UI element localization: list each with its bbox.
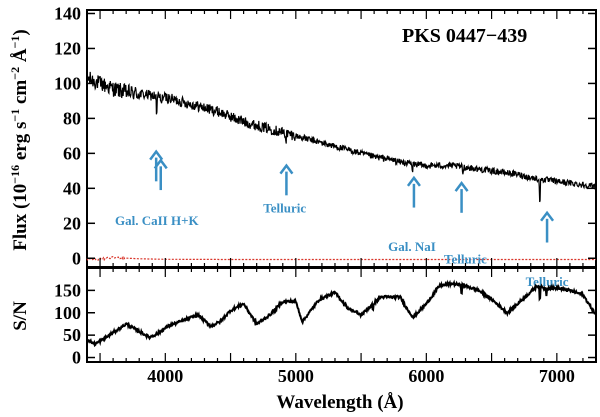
feature-arrow-head	[406, 175, 421, 187]
sn-y-tick-label: 100	[54, 303, 81, 323]
feature-arrow-head	[454, 180, 469, 192]
sn-panel-frame	[86, 267, 597, 363]
chart-title: PKS 0447−439	[402, 25, 527, 47]
flux-error-line	[86, 256, 596, 262]
sn-y-tick-label: 50	[63, 325, 81, 345]
feature-annotation: Telluric	[444, 251, 487, 266]
flux-y-tick-label: 140	[54, 3, 81, 23]
flux-y-tick-label: 100	[54, 73, 81, 93]
flux-y-tick-label: 120	[54, 38, 81, 58]
feature-arrow-head	[279, 163, 294, 175]
feature-annotation: Gal. NaI	[388, 239, 436, 254]
feature-annotations: Gal. CaII H+K Telluric Gal. NaI Telluric Tel…	[115, 201, 569, 289]
sn-x-ticks: 4000 5000 6000 7000	[99, 268, 597, 386]
feature-arrows	[149, 149, 555, 243]
feature-annotation: Telluric	[526, 274, 569, 289]
sn-x-tick-label: 5000	[278, 366, 314, 386]
feature-arrow-head	[153, 158, 168, 170]
sn-x-tick-label: 6000	[408, 366, 444, 386]
sn-y-tick-label: 0	[72, 348, 81, 368]
flux-panel-frame	[86, 9, 597, 268]
flux-axis-title: Flux (10−16 erg s−1 cm−2 Å−1)	[8, 29, 31, 251]
sn-line	[86, 279, 597, 348]
feature-arrow-head	[149, 149, 164, 161]
flux-spectrum-line	[86, 71, 597, 203]
flux-x-ticks	[99, 10, 597, 267]
flux-y-tick-label: 40	[63, 178, 81, 198]
flux-y-tick-label: 80	[63, 108, 81, 128]
sn-x-tick-label: 7000	[539, 366, 575, 386]
flux-y-tick-label: 0	[72, 248, 81, 268]
feature-annotation: Telluric	[263, 201, 306, 216]
feature-annotation: Gal. CaII H+K	[115, 213, 199, 228]
flux-y-tick-label: 20	[63, 213, 81, 233]
sn-y-tick-label: 150	[54, 280, 81, 300]
flux-y-tick-label: 60	[63, 143, 81, 163]
x-axis-title: Wavelength (Å)	[276, 392, 403, 413]
feature-arrow-head	[540, 210, 555, 222]
sn-x-tick-label: 4000	[147, 366, 183, 386]
flux-panel: 0 20 40 60 80 100 120 140 Gal. CaII H+K Telluric…	[54, 3, 597, 289]
flux-y-ticks: 0 20 40 60 80 100 120 140	[54, 3, 596, 268]
sn-axis-title: S/N	[10, 301, 31, 331]
